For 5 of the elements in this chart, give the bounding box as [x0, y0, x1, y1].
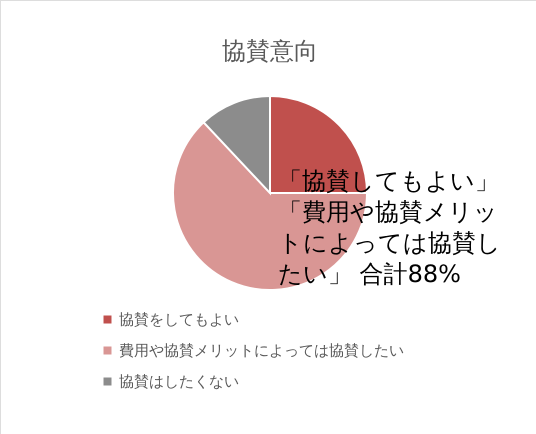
text: 「費用や協賛メリットによっては協賛したい」 合計88% — [278, 198, 501, 288]
legend-label: 費用や協賛メリットによっては協賛したい — [119, 342, 404, 360]
legend-label: 協賛をしてもよい — [119, 310, 239, 328]
legend-label: 協賛はしたくない — [119, 372, 239, 390]
chart-title: 協賛意向 — [222, 37, 318, 65]
